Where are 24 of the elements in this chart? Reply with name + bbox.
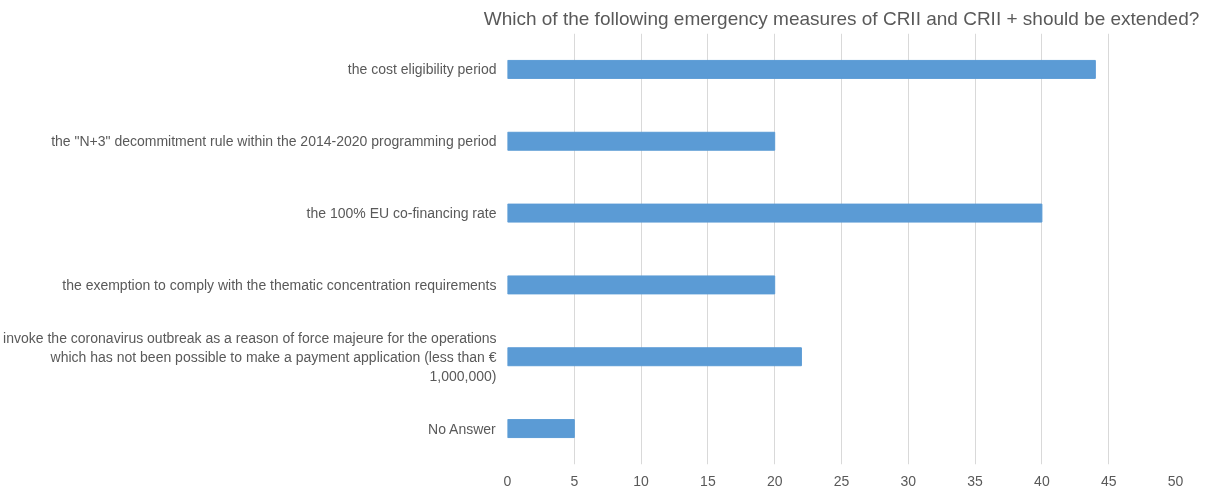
x-tick-label: 5 xyxy=(570,472,579,489)
x-tick-label: 10 xyxy=(633,472,650,489)
bar xyxy=(507,347,802,367)
bar xyxy=(507,131,776,151)
x-tick-label: 20 xyxy=(766,472,783,489)
x-tick-label: 25 xyxy=(833,472,850,489)
x-tick-label: 0 xyxy=(503,472,512,489)
x-tick-label: 35 xyxy=(967,472,984,489)
y-tick-label: the cost eligibility period xyxy=(347,61,497,78)
y-tick-label: the exemption to comply with the thematic concentration requirements xyxy=(62,276,497,293)
x-tick-label: 45 xyxy=(1100,472,1117,489)
bar xyxy=(507,59,1096,79)
chart-title: Which of the following emergency measures of CRII and CRII + should be extended? xyxy=(483,7,1200,29)
y-tick-label: the "N+3" decommitment rule within the 2014-2020 programming period xyxy=(51,133,497,150)
x-tick-label: 40 xyxy=(1034,472,1050,489)
bar xyxy=(507,203,1043,223)
y-tick-label: No Answer xyxy=(428,420,497,437)
bar xyxy=(507,275,776,295)
y-tick-label: invoke the coronavirus outbreak as a reason of force majeure for the operations which has not been possible to make a payment application (less than € 1,000,000) xyxy=(3,329,497,384)
y-tick-label: the 100% EU co-financing rate xyxy=(306,205,497,222)
x-tick-label: 30 xyxy=(900,472,917,489)
bar xyxy=(507,419,575,439)
x-tick-label: 50 xyxy=(1167,472,1184,489)
x-tick-label: 15 xyxy=(700,472,716,489)
